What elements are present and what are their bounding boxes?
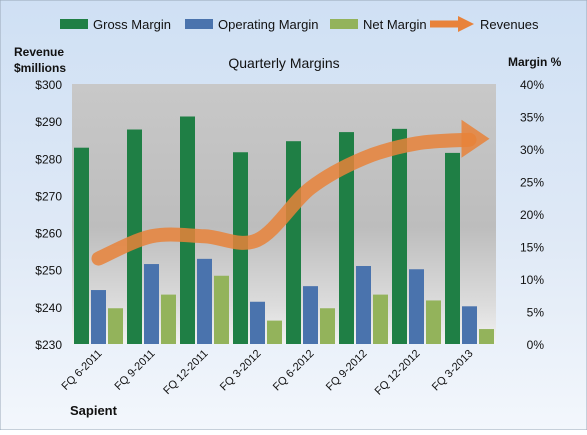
chart-title: Quarterly Margins [228, 55, 339, 71]
legend-label-net-margin: Net Margin [363, 17, 427, 32]
gross-margin-bar [339, 132, 354, 344]
left-axis-tick-label: $270 [35, 189, 62, 203]
gross-margin-bar [392, 128, 407, 344]
left-axis-tick-label: $240 [35, 301, 62, 315]
operating-margin-bar [250, 301, 265, 344]
operating-margin-bar [356, 266, 371, 344]
legend-label-revenues: Revenues [480, 17, 539, 32]
net-margin-bar [108, 308, 123, 344]
net-margin-bar [214, 275, 229, 344]
left-axis-tick-label: $290 [35, 115, 62, 129]
operating-margin-bar [303, 286, 318, 344]
revenue-arrow-head [461, 119, 490, 158]
left-axis-tick-label: $260 [35, 227, 62, 241]
left-axis-tick-label: $300 [35, 78, 62, 92]
revenue-line-path [91, 132, 477, 266]
footer-label: Sapient [70, 403, 118, 418]
net-margin-bar [373, 294, 388, 344]
legend-swatch-gross-margin [60, 19, 88, 29]
legend: Gross Margin Operating Margin Net Margin Re… [60, 16, 539, 32]
net-margin-bar [320, 308, 335, 344]
left-axis-tick-label: $250 [35, 264, 62, 278]
left-axis-label-line1: Revenue [14, 45, 64, 59]
operating-margin-bar [144, 264, 159, 344]
right-axis-tick-label: 25% [520, 176, 544, 190]
right-axis-tick-label: 5% [527, 306, 545, 320]
right-axis-tick-label: 0% [527, 338, 545, 352]
legend-arrow-revenues [458, 16, 474, 32]
right-axis-tick-label: 40% [520, 78, 544, 92]
right-axis-tick-label: 20% [520, 208, 544, 222]
revenue-line [91, 119, 490, 266]
left-axis-tick-label: $230 [35, 338, 62, 352]
legend-swatch-net-margin [330, 19, 358, 29]
operating-margin-bar [409, 269, 424, 344]
right-axis-tick-label: 30% [520, 143, 544, 157]
legend-swatch-operating-margin [185, 19, 213, 29]
gross-margin-bar [445, 152, 460, 344]
left-axis-label-line2: $millions [14, 61, 66, 75]
right-axis-tick-label: 35% [520, 111, 544, 125]
left-axis-tick-label: $280 [35, 152, 62, 166]
gross-margin-bar [74, 147, 89, 344]
operating-margin-bar [91, 290, 106, 344]
legend-label-operating-margin: Operating Margin [218, 17, 318, 32]
net-margin-bar [426, 300, 441, 344]
operating-margin-bar [197, 258, 212, 344]
legend-label-gross-margin: Gross Margin [93, 17, 171, 32]
right-axis-label: Margin % [508, 55, 562, 69]
right-axis-ticks: 0% 5% 10% 15% 20% 25% 30% 35% 40% [520, 78, 544, 352]
net-margin-bar [267, 320, 282, 344]
net-margin-bar [479, 329, 494, 344]
left-axis-ticks: $230 $240 $250 $260 $270 $280 $290 $300 [35, 78, 62, 352]
right-axis-tick-label: 10% [520, 273, 544, 287]
net-margin-bar [161, 294, 176, 344]
right-axis-tick-label: 15% [520, 241, 544, 255]
gross-margin-bar [286, 141, 301, 344]
operating-margin-bar [462, 306, 477, 344]
